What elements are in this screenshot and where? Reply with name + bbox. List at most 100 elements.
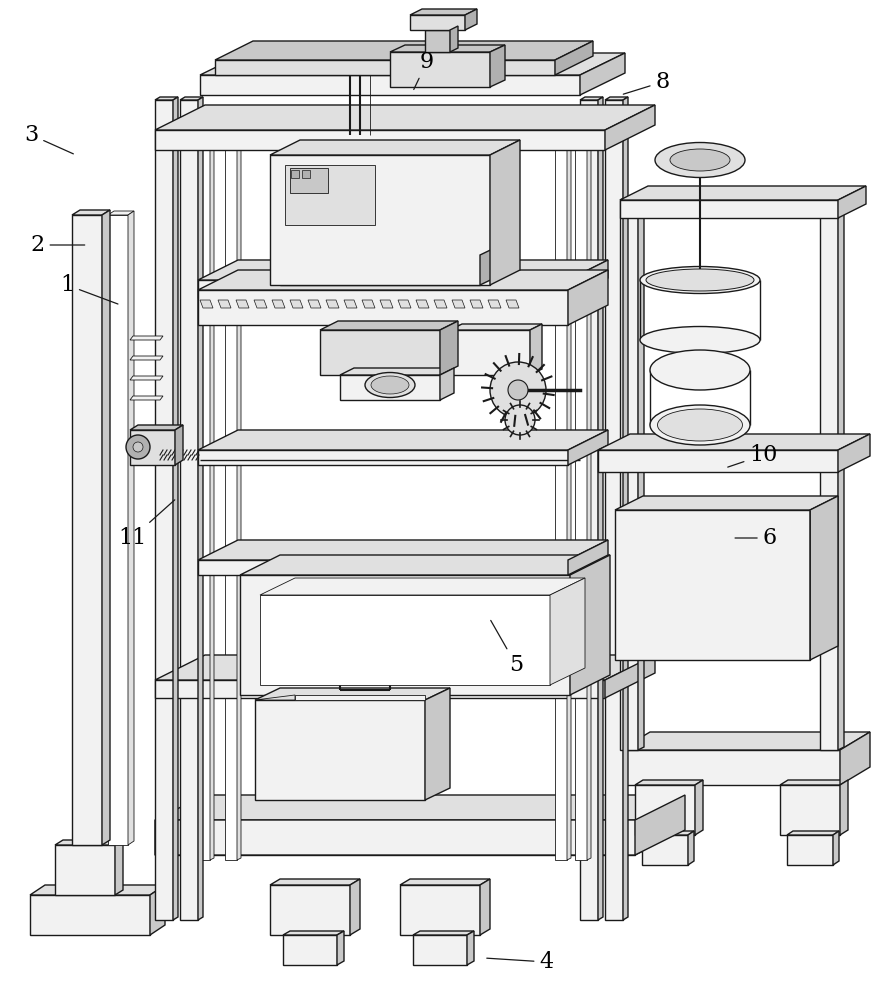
Polygon shape (413, 931, 474, 935)
Polygon shape (240, 575, 570, 695)
Polygon shape (810, 496, 838, 660)
Polygon shape (605, 105, 655, 150)
Ellipse shape (640, 266, 760, 294)
Polygon shape (615, 510, 810, 660)
Text: 9: 9 (413, 51, 434, 89)
Polygon shape (598, 434, 870, 450)
Polygon shape (115, 840, 123, 895)
Polygon shape (467, 931, 474, 965)
Polygon shape (180, 97, 203, 100)
Polygon shape (198, 140, 210, 860)
Polygon shape (605, 100, 623, 920)
Polygon shape (470, 300, 483, 308)
Polygon shape (555, 41, 593, 75)
Polygon shape (30, 895, 150, 935)
Polygon shape (620, 732, 870, 750)
Polygon shape (218, 300, 231, 308)
Polygon shape (130, 396, 163, 400)
Polygon shape (337, 931, 344, 965)
Polygon shape (567, 138, 571, 860)
Polygon shape (400, 879, 490, 885)
Polygon shape (425, 688, 450, 800)
Polygon shape (580, 100, 598, 920)
Polygon shape (198, 97, 203, 920)
Polygon shape (326, 300, 339, 308)
Ellipse shape (655, 142, 745, 178)
Polygon shape (340, 375, 440, 400)
Polygon shape (450, 324, 542, 330)
Polygon shape (200, 300, 213, 308)
Polygon shape (398, 300, 411, 308)
Polygon shape (130, 425, 183, 430)
Polygon shape (620, 197, 644, 200)
Polygon shape (198, 430, 608, 450)
Polygon shape (270, 885, 350, 935)
Polygon shape (236, 300, 249, 308)
Polygon shape (340, 368, 454, 375)
Polygon shape (568, 430, 608, 465)
Text: 8: 8 (623, 71, 670, 94)
Ellipse shape (657, 409, 742, 441)
Polygon shape (175, 425, 183, 465)
Polygon shape (840, 732, 870, 785)
Bar (291, 170, 299, 178)
Polygon shape (620, 200, 838, 218)
Ellipse shape (371, 376, 409, 394)
Polygon shape (413, 935, 467, 965)
Polygon shape (635, 780, 703, 785)
Polygon shape (198, 450, 568, 465)
Polygon shape (623, 97, 628, 920)
Polygon shape (452, 300, 465, 308)
Polygon shape (270, 155, 490, 285)
Polygon shape (200, 75, 580, 95)
Polygon shape (635, 795, 685, 855)
Circle shape (490, 362, 546, 418)
Polygon shape (490, 140, 520, 285)
Polygon shape (215, 60, 555, 75)
Polygon shape (198, 138, 214, 140)
Polygon shape (108, 211, 134, 215)
Polygon shape (198, 270, 608, 290)
Polygon shape (150, 885, 165, 935)
Polygon shape (480, 879, 490, 935)
Polygon shape (434, 300, 447, 308)
Polygon shape (568, 270, 608, 325)
Polygon shape (820, 200, 838, 750)
Polygon shape (280, 255, 480, 285)
Text: 4: 4 (487, 951, 554, 973)
Polygon shape (155, 105, 655, 130)
Polygon shape (260, 595, 550, 685)
Polygon shape (688, 831, 694, 865)
Polygon shape (198, 280, 568, 298)
Polygon shape (620, 186, 866, 200)
Polygon shape (570, 555, 610, 695)
Polygon shape (237, 138, 241, 860)
Polygon shape (30, 885, 165, 895)
Polygon shape (410, 9, 477, 15)
Polygon shape (254, 300, 267, 308)
Polygon shape (555, 140, 567, 860)
Polygon shape (215, 41, 593, 60)
Polygon shape (615, 496, 838, 510)
Polygon shape (695, 780, 703, 835)
Polygon shape (320, 321, 458, 330)
Polygon shape (506, 300, 519, 308)
Polygon shape (128, 211, 134, 845)
Polygon shape (240, 555, 610, 575)
Polygon shape (280, 243, 505, 255)
Polygon shape (380, 300, 393, 308)
Polygon shape (580, 97, 603, 100)
Ellipse shape (646, 269, 754, 291)
Ellipse shape (365, 372, 415, 397)
Polygon shape (425, 30, 450, 52)
Polygon shape (308, 300, 321, 308)
Polygon shape (787, 831, 839, 835)
Polygon shape (450, 330, 530, 375)
Polygon shape (270, 140, 520, 155)
Text: 2: 2 (30, 234, 85, 256)
Polygon shape (575, 140, 587, 860)
Polygon shape (155, 130, 605, 150)
Polygon shape (490, 45, 505, 87)
Polygon shape (410, 15, 465, 30)
Text: 10: 10 (728, 444, 778, 467)
